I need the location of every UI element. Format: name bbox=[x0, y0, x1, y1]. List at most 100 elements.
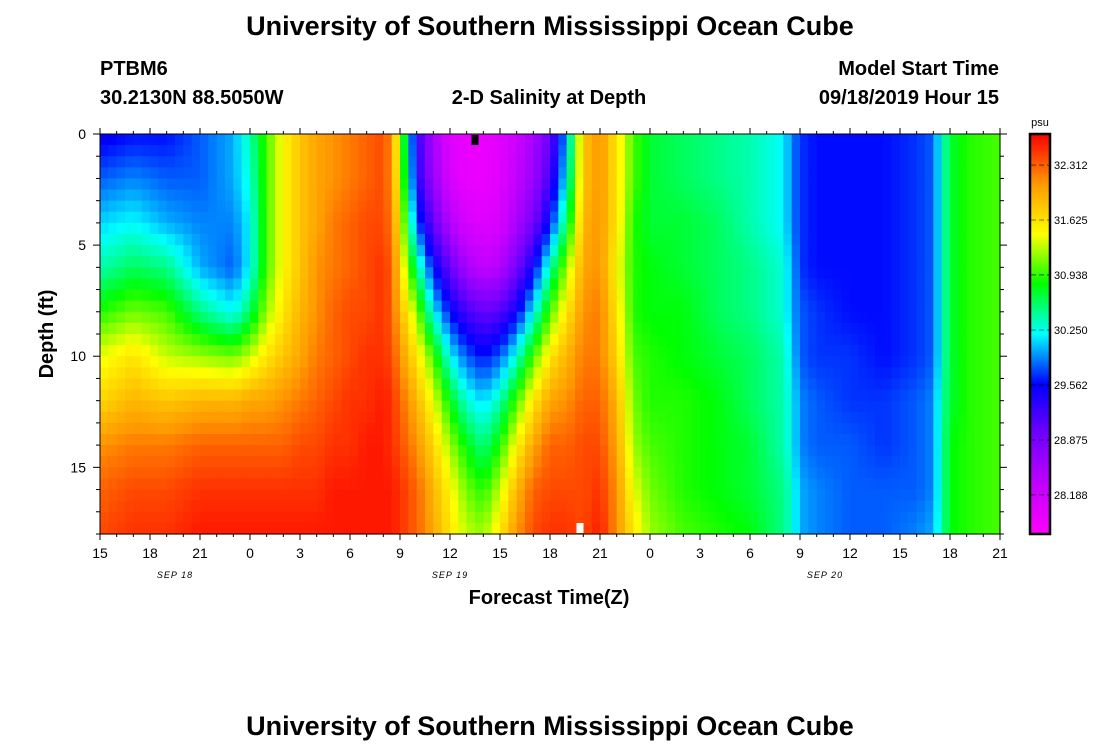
heatmap-cell bbox=[400, 467, 409, 480]
heatmap-cell bbox=[558, 489, 568, 502]
heatmap-cell bbox=[333, 134, 343, 146]
heatmap-cell bbox=[750, 334, 759, 346]
x-tick-label: 9 bbox=[796, 545, 804, 561]
heatmap-cell bbox=[758, 134, 768, 146]
heatmap-cell bbox=[508, 434, 518, 446]
heatmap-cell bbox=[558, 511, 568, 524]
heatmap-cell bbox=[558, 467, 568, 480]
heatmap-cell bbox=[725, 434, 734, 446]
heatmap-cell bbox=[800, 156, 809, 168]
heatmap-cell bbox=[916, 434, 926, 446]
heatmap-cell bbox=[600, 511, 609, 524]
heatmap-cell bbox=[450, 356, 459, 368]
heatmap-cell bbox=[900, 445, 909, 457]
heatmap-cell bbox=[183, 200, 193, 213]
heatmap-cell bbox=[733, 234, 743, 246]
heatmap-cell bbox=[158, 356, 168, 368]
heatmap-cell bbox=[850, 222, 859, 235]
heatmap-cell bbox=[891, 389, 901, 402]
heatmap-cell bbox=[108, 378, 118, 391]
heatmap-cell bbox=[441, 167, 451, 180]
heatmap-cell bbox=[875, 522, 884, 535]
heatmap-cell bbox=[916, 511, 926, 524]
heatmap-cell bbox=[391, 422, 401, 435]
heatmap-cell bbox=[241, 522, 251, 535]
heatmap-cell bbox=[500, 434, 509, 446]
heatmap-cell bbox=[716, 489, 726, 502]
heatmap-cell bbox=[633, 445, 643, 457]
heatmap-cell bbox=[550, 289, 559, 302]
heatmap-cell bbox=[758, 222, 768, 235]
heatmap-cell bbox=[866, 422, 876, 435]
heatmap-cell bbox=[825, 411, 834, 424]
heatmap-cell bbox=[416, 156, 426, 168]
heatmap-cell bbox=[350, 189, 359, 202]
heatmap-cell bbox=[691, 134, 701, 146]
heatmap-cell bbox=[966, 467, 976, 480]
heatmap-cell bbox=[466, 411, 476, 424]
heatmap-cell bbox=[558, 389, 568, 402]
heatmap-cell bbox=[725, 211, 734, 224]
heatmap-cell bbox=[675, 356, 684, 368]
heatmap-cell bbox=[216, 211, 226, 224]
heatmap-cell bbox=[375, 245, 384, 257]
heatmap-cell bbox=[116, 156, 126, 168]
heatmap-cell bbox=[383, 478, 393, 491]
heatmap-cell bbox=[800, 456, 809, 468]
heatmap-cell bbox=[800, 356, 809, 368]
heatmap-cell bbox=[733, 189, 743, 202]
figure-title-top: University of Southern Mississippi Ocean… bbox=[246, 11, 854, 41]
heatmap-cell bbox=[616, 434, 626, 446]
heatmap-cell bbox=[783, 289, 793, 302]
heatmap-cell bbox=[100, 522, 109, 535]
heatmap-cell bbox=[391, 456, 401, 468]
heatmap-cell bbox=[583, 445, 593, 457]
heatmap-cell bbox=[900, 511, 909, 524]
heatmap-cell bbox=[400, 267, 409, 280]
heatmap-cell bbox=[741, 289, 751, 302]
heatmap-cell bbox=[475, 134, 484, 146]
heatmap-cell bbox=[791, 478, 801, 491]
colorbar-tick-label: 28.188 bbox=[1054, 490, 1088, 502]
heatmap-cell bbox=[641, 467, 651, 480]
heatmap-cell bbox=[316, 189, 326, 202]
heatmap-cell bbox=[500, 189, 509, 202]
heatmap-cell bbox=[350, 156, 359, 168]
heatmap-cell bbox=[141, 422, 151, 435]
heatmap-cell bbox=[708, 267, 718, 280]
heatmap-cell bbox=[158, 145, 168, 157]
heatmap-cell bbox=[816, 367, 826, 380]
heatmap-cell bbox=[791, 456, 801, 468]
heatmap-cell bbox=[733, 345, 743, 357]
heatmap-cell bbox=[375, 300, 384, 313]
heatmap-cell bbox=[625, 200, 634, 213]
heatmap-cell bbox=[250, 522, 259, 535]
heatmap-cell bbox=[175, 434, 184, 446]
heatmap-cell bbox=[491, 145, 501, 157]
heatmap-cell bbox=[791, 445, 801, 457]
heatmap-cell bbox=[591, 322, 601, 335]
heatmap-cell bbox=[150, 345, 159, 357]
heatmap-cell bbox=[783, 134, 793, 146]
heatmap-cell bbox=[191, 189, 201, 202]
heatmap-cell bbox=[225, 134, 234, 146]
heatmap-cell bbox=[316, 400, 326, 413]
heatmap-cell bbox=[200, 411, 209, 424]
heatmap-cell bbox=[316, 267, 326, 280]
heatmap-cell bbox=[291, 222, 301, 235]
heatmap-cell bbox=[900, 234, 909, 246]
heatmap-cell bbox=[225, 311, 234, 324]
heatmap-cell bbox=[666, 367, 676, 380]
heatmap-cell bbox=[716, 467, 726, 480]
x-tick-label: 21 bbox=[192, 545, 208, 561]
heatmap-cell bbox=[816, 411, 826, 424]
heatmap-cell bbox=[483, 400, 493, 413]
heatmap-cell bbox=[616, 200, 626, 213]
heatmap-cell bbox=[825, 322, 834, 335]
heatmap-cell bbox=[283, 256, 293, 268]
heatmap-cell bbox=[575, 289, 584, 302]
heatmap-cell bbox=[341, 489, 351, 502]
heatmap-cell bbox=[925, 411, 934, 424]
heatmap-cell bbox=[241, 300, 251, 313]
